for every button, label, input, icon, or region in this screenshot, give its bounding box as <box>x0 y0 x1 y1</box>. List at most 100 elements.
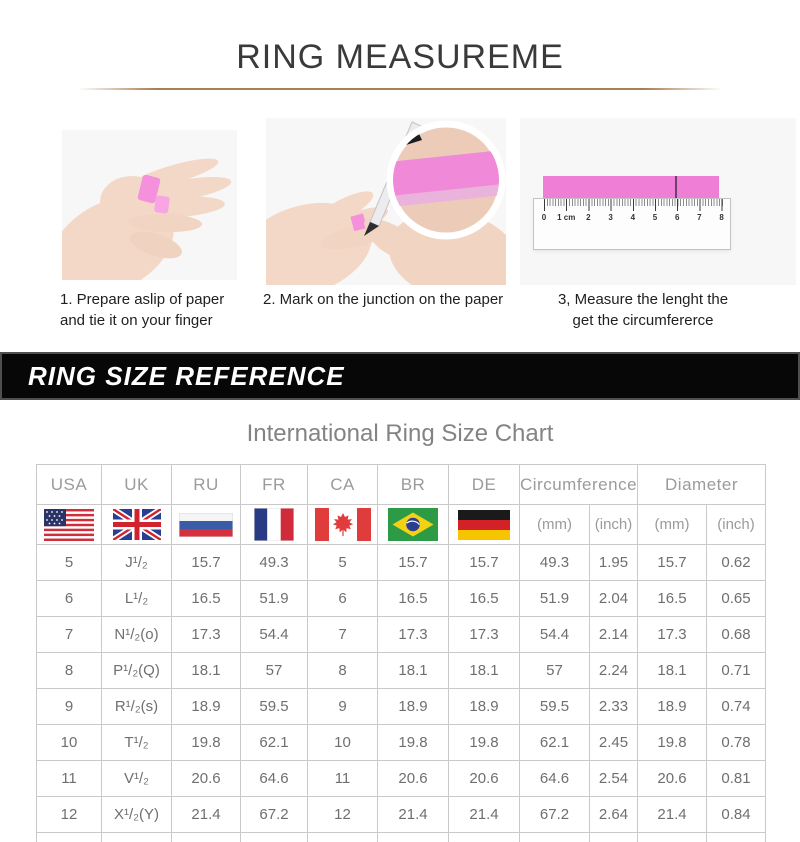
ruler-label: 4 <box>630 213 636 222</box>
table-row: 6 L¹/₂ 16.5 51.9 6 16.5 16.5 51.9 2.04 16.5 0.65 <box>36 580 767 617</box>
step3-photo-ruler: 0 1 cm 2 3 4 5 6 7 8 <box>520 118 796 285</box>
col-header-usa: USA <box>36 464 102 505</box>
step3-caption-line2: get the circumfererce <box>572 312 714 329</box>
table-cell: 19.8 <box>171 724 241 761</box>
step3-caption: 3, Measure the lenght the get the circum… <box>538 289 748 331</box>
step1-caption: 1. Prepare aslip of paper and tie it on … <box>60 289 260 331</box>
col-header-ca: CA <box>307 464 378 505</box>
table-cell: 57 <box>519 652 590 689</box>
ruler-label: 8 <box>719 213 724 222</box>
banner-title: RING SIZE REFERENCE <box>28 360 345 391</box>
table-cell: 62.1 <box>519 724 590 761</box>
table-cell: 21.4 <box>377 796 449 833</box>
table-cell: 10 <box>307 724 378 761</box>
table-cell <box>706 832 767 842</box>
table-cell: 0.68 <box>706 616 767 653</box>
france-flag-icon <box>254 508 294 541</box>
flag-cell-de <box>448 504 520 545</box>
unit-header-diameter-mm: (mm) <box>637 504 708 545</box>
table-cell: 2.14 <box>588 616 639 653</box>
step1-caption-line1: 1. Prepare aslip of paper <box>60 291 225 308</box>
table-cell: 19.8 <box>637 724 708 761</box>
table-cell: 2.33 <box>588 688 639 725</box>
table-cell <box>36 832 102 842</box>
table-cell: 17.3 <box>637 616 708 653</box>
brazil-flag-icon <box>388 508 438 541</box>
step3-caption-line1: 3, Measure the lenght the <box>557 291 729 308</box>
flag-cell-ca <box>307 504 378 545</box>
title-divider <box>78 88 722 90</box>
table-cell: V¹/₂ <box>101 760 172 797</box>
table-cell: 8 <box>307 652 378 689</box>
col-header-circumference: Circumference <box>518 464 639 505</box>
table-cell <box>377 832 449 842</box>
table-cell: J¹/₂ <box>101 544 172 581</box>
ruler-label: 7 <box>697 213 702 222</box>
table-cell: 21.4 <box>448 796 520 833</box>
unit-header-diameter-inch: (inch) <box>706 504 767 545</box>
usa-flag-icon <box>44 508 94 541</box>
table-cell: R¹/₂(s) <box>101 688 172 725</box>
table-cell: 51.9 <box>519 580 590 617</box>
table-cell <box>588 832 639 842</box>
pen-marking-illustration <box>266 118 506 285</box>
table-row-partial <box>36 832 767 842</box>
col-header-de: DE <box>448 464 520 505</box>
table-row: 11 V¹/₂ 20.6 64.6 11 20.6 20.6 64.6 2.54 20.6 0.81 <box>36 760 767 797</box>
table-cell: 15.7 <box>377 544 449 581</box>
table-cell: 7 <box>36 616 102 653</box>
measurement-mark <box>675 176 677 198</box>
flag-cell-uk <box>101 504 172 545</box>
table-cell: 6 <box>307 580 378 617</box>
table-row: 5 J¹/₂ 15.7 49.3 5 15.7 15.7 49.3 1.95 15.7 0.62 <box>36 544 767 581</box>
ruler-label: 5 <box>652 213 658 222</box>
table-cell: 18.1 <box>171 652 241 689</box>
step2-caption: 2. Mark on the junction on the paper <box>263 289 538 310</box>
table-cell: 19.8 <box>448 724 520 761</box>
table-cell: 18.1 <box>448 652 520 689</box>
table-cell: 0.71 <box>706 652 767 689</box>
canada-flag-icon <box>314 508 371 541</box>
table-cell: 54.4 <box>240 616 308 653</box>
ring-size-reference-banner: RING SIZE REFERENCE <box>0 352 800 400</box>
table-cell: 2.54 <box>588 760 639 797</box>
table-cell: 21.4 <box>171 796 241 833</box>
col-header-diameter: Diameter <box>637 464 767 505</box>
table-cell <box>519 832 590 842</box>
table-row: 8 P¹/₂(Q) 18.1 57 8 18.1 18.1 57 2.24 18.1 0.71 <box>36 652 767 689</box>
paper-strip <box>543 176 719 198</box>
ruler: 0 1 cm 2 3 4 5 6 7 8 <box>533 198 731 250</box>
germany-flag-icon <box>458 509 510 540</box>
table-cell: 7 <box>307 616 378 653</box>
col-header-fr: FR <box>240 464 308 505</box>
step1-caption-line2: and tie it on your finger <box>60 312 213 329</box>
table-cell: 2.64 <box>588 796 639 833</box>
col-header-ru: RU <box>171 464 241 505</box>
col-header-uk: UK <box>101 464 172 505</box>
table-cell: 54.4 <box>519 616 590 653</box>
table-cell: 11 <box>307 760 378 797</box>
table-cell: 19.8 <box>377 724 449 761</box>
table-cell: 64.6 <box>240 760 308 797</box>
table-cell: 5 <box>307 544 378 581</box>
table-cell: 17.3 <box>171 616 241 653</box>
table-cell: 18.9 <box>637 688 708 725</box>
flag-cell-fr <box>240 504 308 545</box>
table-cell: 6 <box>36 580 102 617</box>
table-row: 9 R¹/₂(s) 18.9 59.5 9 18.9 18.9 59.5 2.33 18.9 0.7… <box>36 688 767 725</box>
table-cell: X¹/₂(Y) <box>101 796 172 833</box>
ring-size-table: USA UK RU FR CA BR DE Circumference Diam… <box>36 464 767 842</box>
unit-header-circumference-mm: (mm) <box>519 504 590 545</box>
table-cell: 49.3 <box>240 544 308 581</box>
table-row: 10 T¹/₂ 19.8 62.1 10 19.8 19.8 62.1 2.45 19.8 0.78 <box>36 724 767 761</box>
ruler-major-ticks <box>544 199 725 211</box>
table-cell: 0.65 <box>706 580 767 617</box>
table-cell: 18.1 <box>377 652 449 689</box>
table-cell: 18.1 <box>637 652 708 689</box>
table-cell: 11 <box>36 760 102 797</box>
unit-header-circumference-inch: (inch) <box>588 504 639 545</box>
step2-photo-marking-pen <box>266 118 506 285</box>
table-cell: 15.7 <box>637 544 708 581</box>
table-header-row-flags-units: (mm) (inch) (mm) (inch) <box>36 504 767 545</box>
table-cell: 15.7 <box>171 544 241 581</box>
